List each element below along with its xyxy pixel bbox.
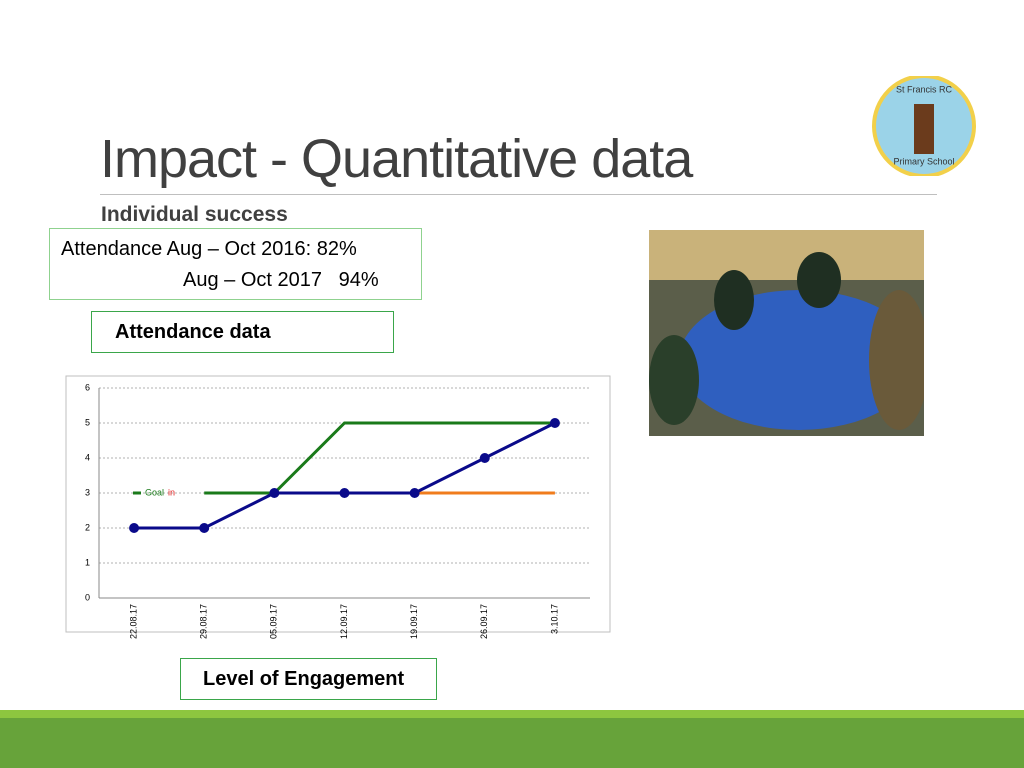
x-tick-label: 26.09.17: [479, 604, 489, 639]
legend-label: Goal: [145, 487, 164, 497]
chart: 0 1 2 3 4 5 6 22.08.17 29.08.17 05.09.17 12.09.17 1…: [65, 375, 611, 639]
point: [129, 523, 140, 533]
y-tick-label: 0: [85, 592, 90, 602]
y-tick-label: 4: [85, 452, 90, 462]
point: [409, 488, 420, 498]
x-tick-label: 3.10.17: [549, 604, 559, 634]
attendance-box: Attendance Aug – Oct 2016: 82% Aug – Oct…: [49, 228, 422, 300]
point: [339, 488, 350, 498]
subtitle: Individual success: [101, 203, 288, 226]
y-tick-label: 6: [85, 382, 90, 392]
logo-text: St Francis RC: [896, 84, 953, 94]
label-box: Level of Engagement: [180, 658, 437, 700]
label-box: Attendance data: [91, 311, 394, 353]
y-tick-label: 3: [85, 487, 90, 497]
photo: [649, 230, 924, 436]
label-text: Level of Engagement: [203, 668, 405, 690]
footer-band: [0, 718, 1024, 768]
point: [479, 453, 490, 463]
x-tick-label: 19.09.17: [409, 604, 419, 639]
attendance-line: Aug – Oct 2017 94%: [183, 269, 379, 291]
logo-text: Primary School: [893, 156, 954, 166]
attendance-line: Attendance Aug – Oct 2016: 82%: [61, 238, 357, 260]
label-text: Attendance data: [115, 321, 271, 343]
x-tick-label: 22.08.17: [128, 604, 138, 639]
chart-frame: [65, 375, 611, 633]
legend-label: in: [168, 487, 175, 497]
series-line: [134, 421, 556, 530]
x-tick-label: 12.09.17: [339, 604, 349, 639]
title-rule: [100, 194, 937, 195]
point: [269, 488, 280, 498]
series-line: [204, 421, 555, 495]
point: [549, 418, 560, 428]
x-tick-label: 29.08.17: [199, 604, 209, 639]
y-tick-label: 5: [85, 417, 90, 427]
x-tick-label: 05.09.17: [269, 604, 279, 639]
title: Impact - Quantitative data: [100, 129, 693, 189]
logo: St Francis RC Primary School: [872, 76, 976, 176]
point: [199, 523, 210, 533]
y-tick-label: 1: [85, 557, 90, 567]
y-tick-label: 2: [85, 522, 90, 532]
footer-band: [0, 710, 1024, 718]
